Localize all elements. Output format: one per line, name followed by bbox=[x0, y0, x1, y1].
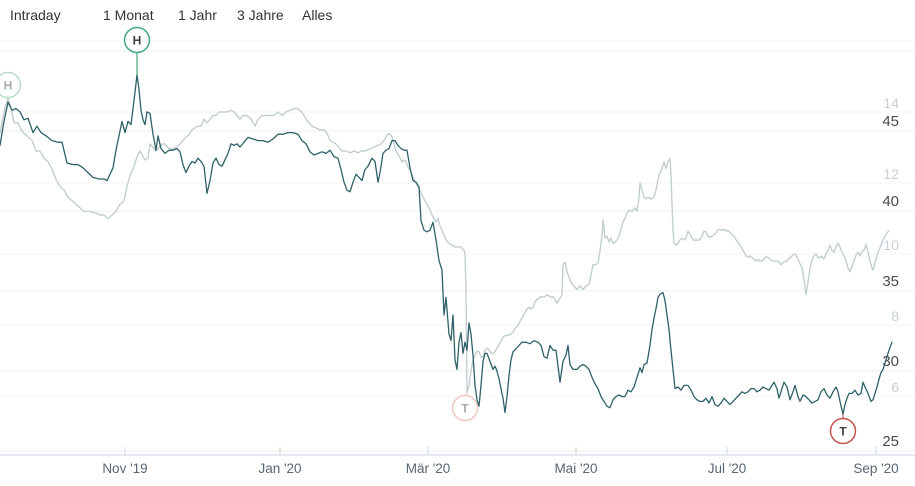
x-axis-label: Jan '20 bbox=[258, 461, 301, 476]
light-axis-tick-label: 8 bbox=[891, 308, 899, 324]
light-axis-gridlines bbox=[0, 40, 915, 397]
marker-letter: T bbox=[461, 402, 469, 416]
marker-circle bbox=[123, 26, 151, 54]
x-axis-label: Nov '19 bbox=[102, 461, 147, 476]
marker-high-comparison: H bbox=[0, 71, 22, 99]
range-tabs: Intraday 1 Monat 1 Jahr 3 Jahre Alles bbox=[0, 0, 915, 30]
marker-letter: T bbox=[839, 425, 847, 439]
x-axis-label: Sep '20 bbox=[853, 461, 898, 476]
dark-axis-gridlines bbox=[0, 50, 915, 452]
marker-letter: H bbox=[133, 34, 142, 48]
tab-alles[interactable]: Alles bbox=[302, 7, 333, 23]
marker-low-comparison: T bbox=[451, 392, 479, 422]
y-axis-labels: 14 12 10 8 6 45 40 35 30 25 bbox=[882, 95, 899, 450]
x-axis bbox=[0, 447, 915, 456]
x-axis-label: Mai '20 bbox=[554, 461, 597, 476]
marker-circle bbox=[0, 71, 22, 99]
marker-circle bbox=[829, 417, 857, 445]
dark-axis-tick-label: 45 bbox=[882, 113, 899, 130]
series-main-line bbox=[0, 74, 893, 415]
dark-axis-tick-label: 40 bbox=[882, 193, 899, 210]
marker-circle bbox=[451, 394, 479, 422]
tab-3-jahre[interactable]: 3 Jahre bbox=[237, 7, 284, 23]
x-axis-label: Mär '20 bbox=[406, 461, 451, 476]
tab-1-monat[interactable]: 1 Monat bbox=[103, 7, 154, 23]
light-axis-tick-label: 6 bbox=[891, 379, 899, 395]
light-axis-tick-label: 12 bbox=[883, 166, 899, 182]
tab-1-jahr[interactable]: 1 Jahr bbox=[178, 7, 217, 23]
marker-letter: H bbox=[4, 79, 13, 93]
marker-high-main: H bbox=[123, 26, 151, 75]
dark-axis-tick-label: 30 bbox=[882, 353, 899, 370]
series-comparison-line bbox=[0, 97, 890, 394]
x-axis-labels: Nov '19 Jan '20 Mär '20 Mai '20 Jul '20 Sep '… bbox=[102, 461, 898, 476]
light-axis-tick-label: 14 bbox=[883, 95, 899, 111]
x-axis-label: Jul '20 bbox=[708, 461, 747, 476]
dark-axis-tick-label: 35 bbox=[882, 273, 899, 290]
marker-low-main: T bbox=[829, 414, 857, 445]
light-axis-tick-label: 10 bbox=[883, 237, 899, 253]
dark-axis-tick-label: 25 bbox=[882, 433, 899, 450]
tab-intraday[interactable]: Intraday bbox=[10, 7, 61, 23]
